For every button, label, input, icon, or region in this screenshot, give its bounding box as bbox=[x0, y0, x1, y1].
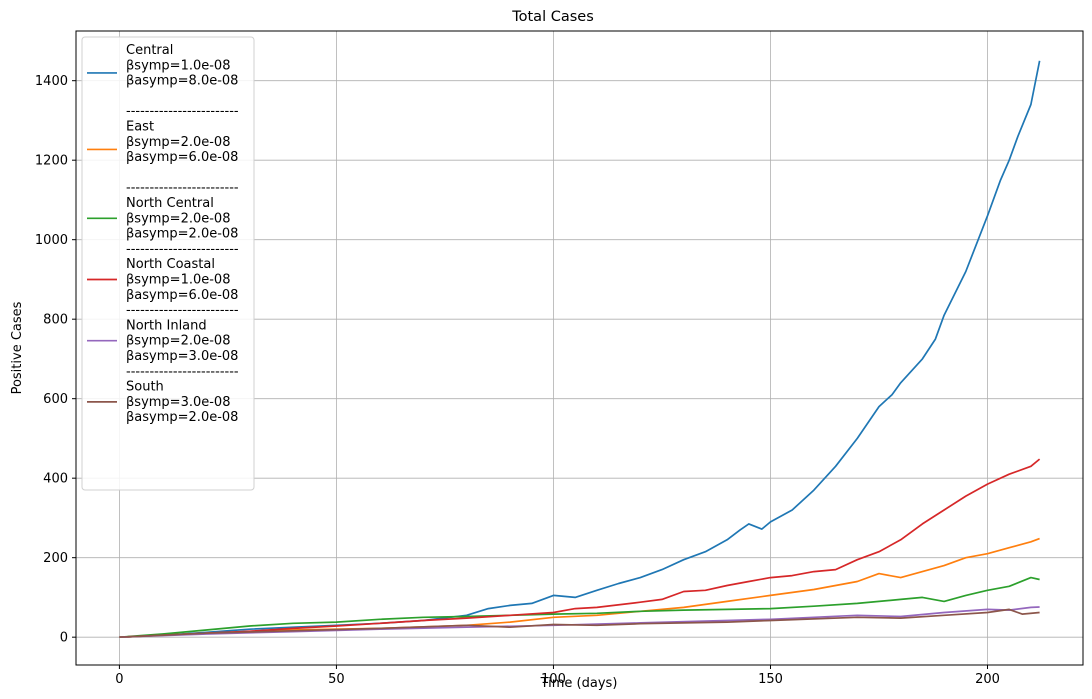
y-tick-label: 1000 bbox=[35, 233, 68, 248]
legend-separator: ------------------------ bbox=[126, 181, 239, 196]
y-tick-label: 1400 bbox=[35, 74, 68, 89]
legend-separator: ------------------------ bbox=[126, 303, 239, 318]
legend-entry-text: βasymp=8.0e-08 bbox=[126, 74, 238, 89]
y-tick-label: 1200 bbox=[35, 154, 68, 169]
legend-entry-text: βasymp=2.0e-08 bbox=[126, 227, 238, 242]
series-line-0 bbox=[119, 60, 1041, 639]
plot-frame bbox=[75, 30, 1084, 666]
series-lines bbox=[119, 60, 1041, 639]
legend-entry-text: βsymp=2.0e-08 bbox=[126, 334, 230, 349]
y-axis: 0 200 400 600 800 1000 1200 1400 bbox=[35, 74, 76, 646]
series-line-2 bbox=[119, 576, 1040, 639]
legend-entry-text: South bbox=[126, 380, 164, 395]
x-tick-label: 150 bbox=[758, 672, 783, 687]
x-axis: 0 50 100 150 200 bbox=[115, 665, 1000, 687]
legend-separator: ------------------------ bbox=[126, 242, 239, 257]
legend-entry-text: βsymp=2.0e-08 bbox=[126, 211, 230, 226]
x-axis-title: Time (days) bbox=[540, 676, 618, 691]
legend-entry-text: East bbox=[126, 120, 154, 135]
legend-separator: ------------------------ bbox=[126, 364, 239, 379]
legend-entry-text: βsymp=2.0e-08 bbox=[126, 135, 230, 150]
series-line-1 bbox=[119, 537, 1040, 639]
legend-entry-text: βasymp=6.0e-08 bbox=[126, 288, 238, 303]
y-tick-label: 800 bbox=[43, 313, 68, 328]
x-tick-label: 50 bbox=[328, 672, 345, 687]
legend-entry-text: Central bbox=[126, 43, 173, 58]
x-tick-label: 200 bbox=[975, 672, 1000, 687]
legend-entry-text: βasymp=6.0e-08 bbox=[126, 150, 238, 165]
legend-separator: ------------------------ bbox=[126, 104, 239, 119]
y-tick-label: 200 bbox=[43, 551, 68, 566]
y-tick-label: 600 bbox=[43, 392, 68, 407]
legend-entry-text: North Coastal bbox=[126, 257, 215, 272]
series-line-4 bbox=[119, 606, 1040, 639]
x-tick-label: 100 bbox=[541, 672, 566, 687]
legend-entry-text: βsymp=1.0e-08 bbox=[126, 273, 230, 288]
series-line-3 bbox=[119, 458, 1041, 639]
y-tick-label: 0 bbox=[60, 631, 68, 646]
legend-entry-text: North Inland bbox=[126, 318, 207, 333]
legend-entry-text: North Central bbox=[126, 196, 214, 211]
y-tick-label: 400 bbox=[43, 472, 68, 487]
legend-box bbox=[81, 36, 255, 491]
series-line-5 bbox=[119, 608, 1040, 639]
y-axis-title: Positive Cases bbox=[10, 301, 25, 394]
legend-entry-text: βsymp=1.0e-08 bbox=[126, 58, 230, 73]
legend-entry-text: βsymp=3.0e-08 bbox=[126, 395, 230, 410]
legend-entry-text: βasymp=3.0e-08 bbox=[126, 349, 238, 364]
chart-title: Total Cases bbox=[511, 9, 594, 25]
legend: Centralβsymp=1.0e-08βasymp=8.0e-08------… bbox=[81, 36, 255, 491]
legend-entry-text: βasymp=2.0e-08 bbox=[126, 410, 238, 425]
x-tick-label: 0 bbox=[115, 672, 123, 687]
